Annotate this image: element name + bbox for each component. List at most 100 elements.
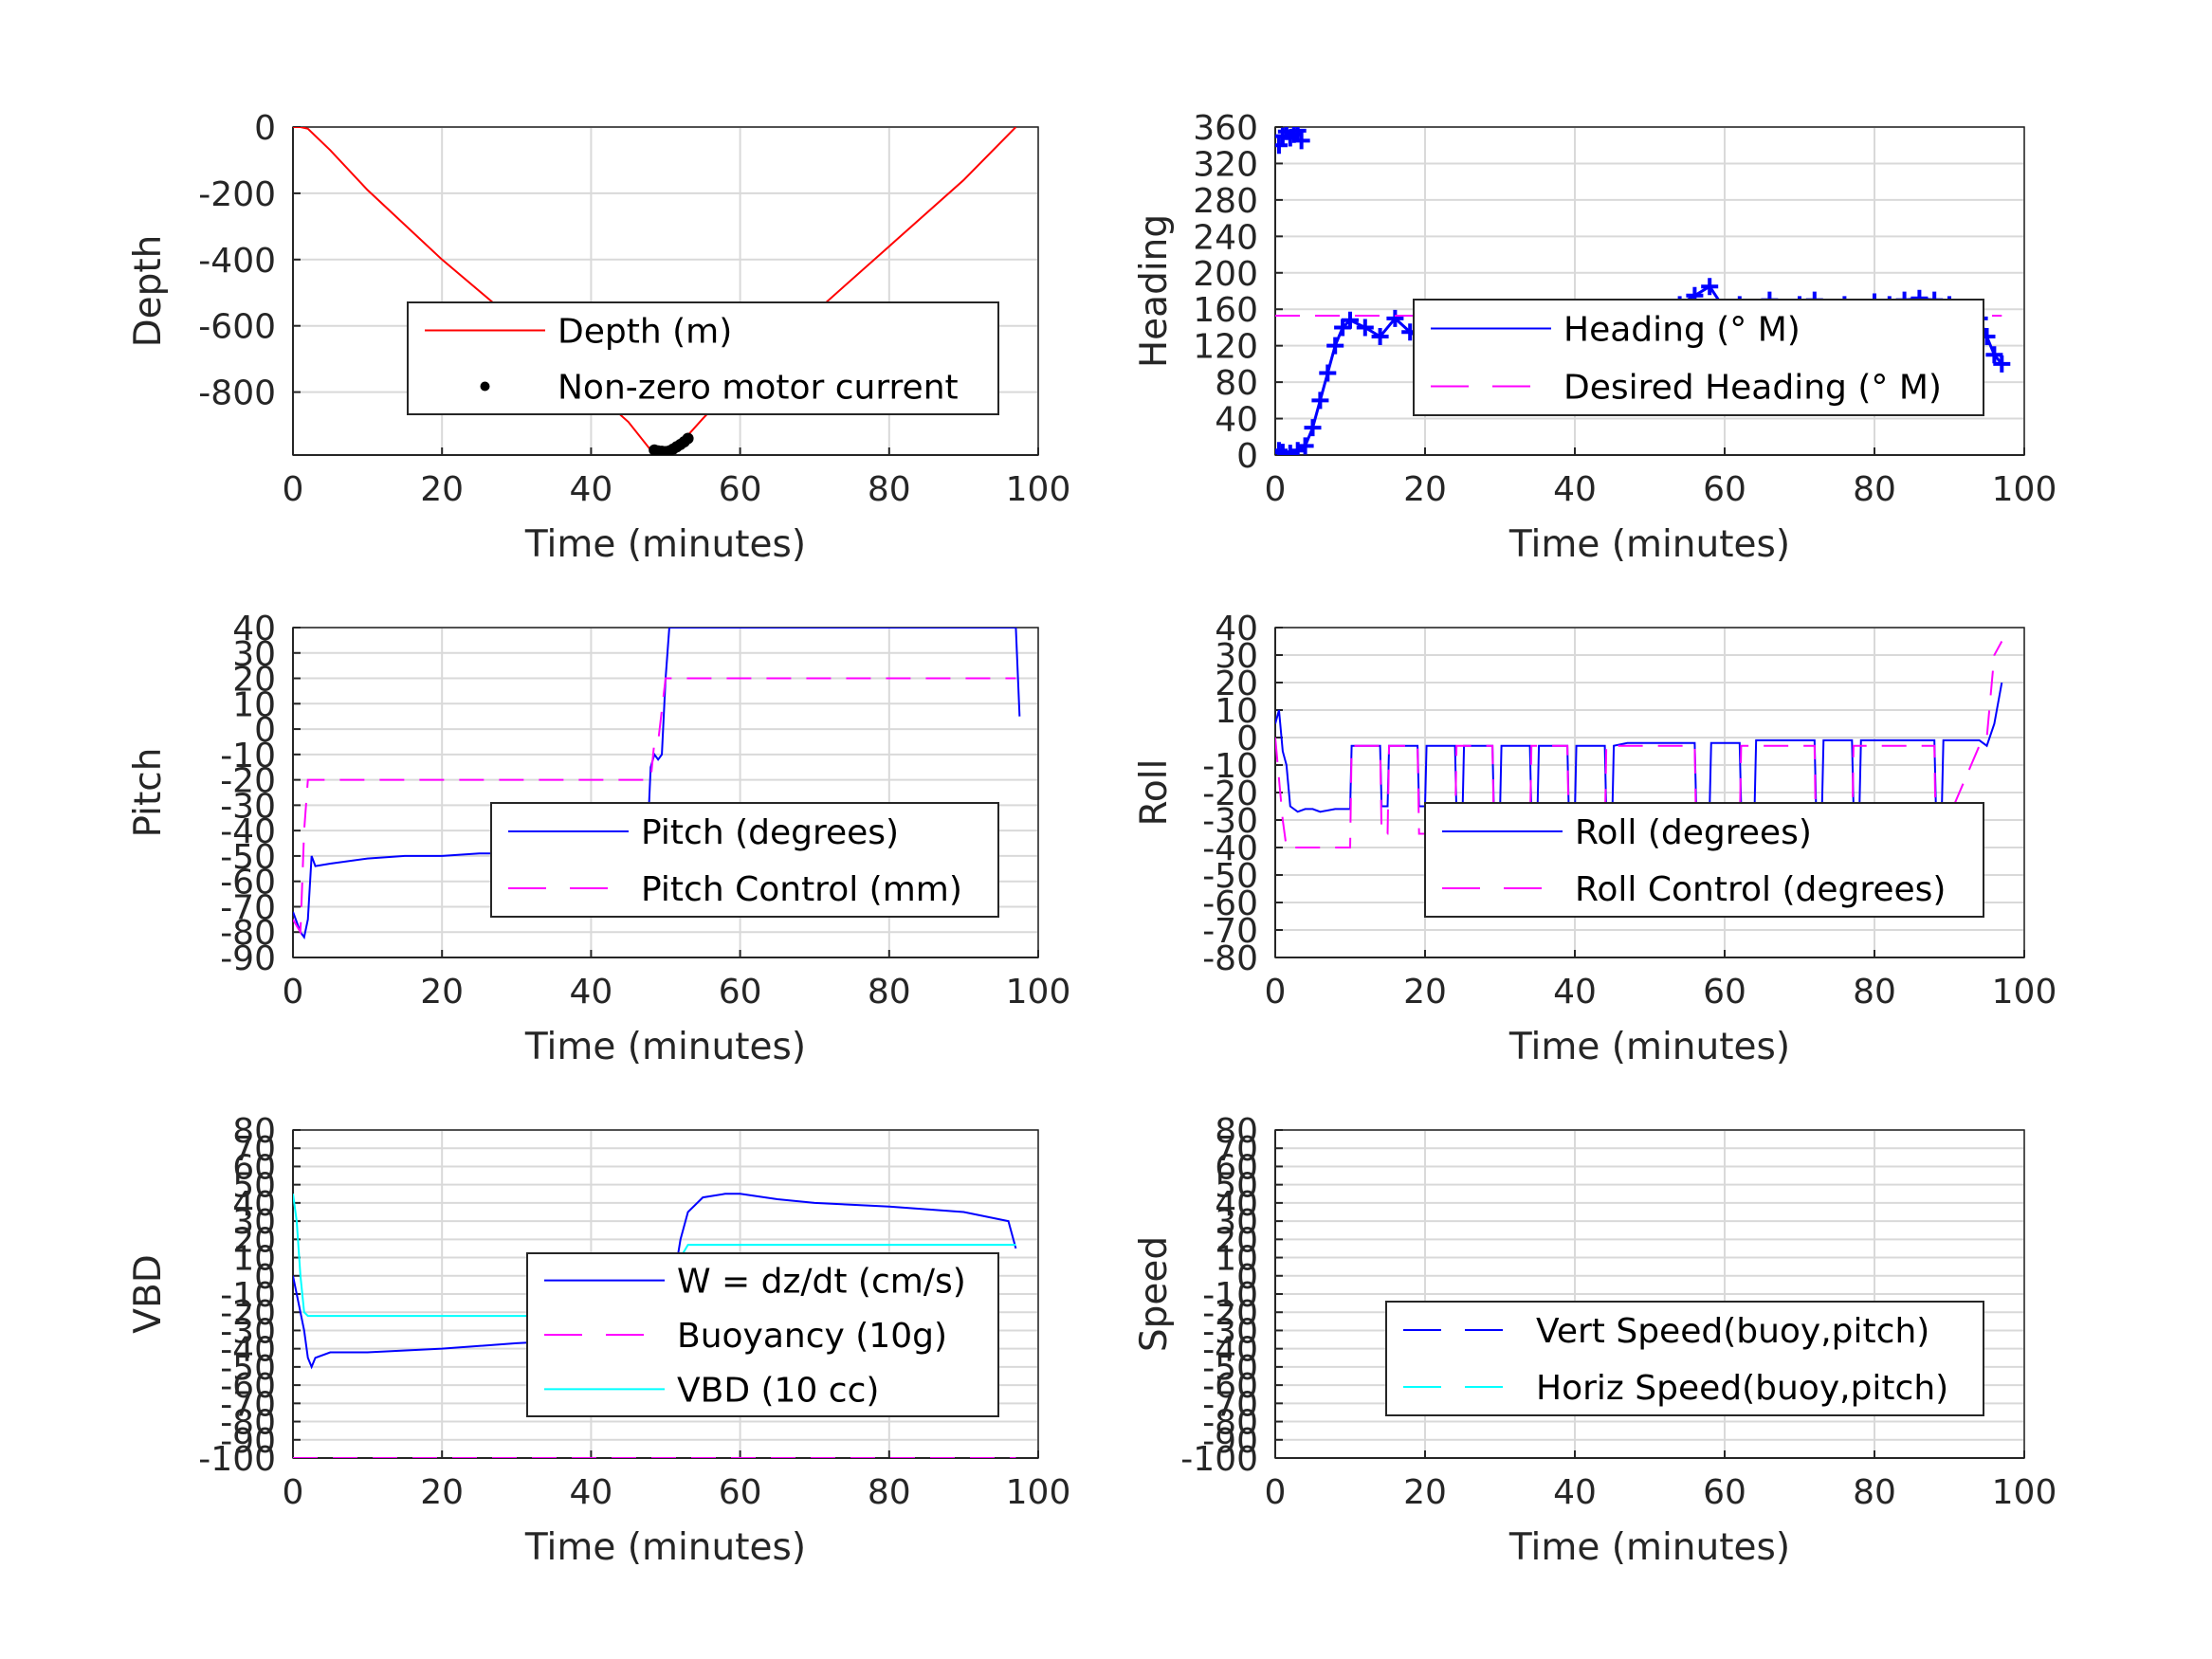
y-tick-label: 30 <box>232 1203 276 1242</box>
y-tick-label: 20 <box>1215 1221 1258 1260</box>
y-tick-label: 80 <box>1215 1112 1258 1151</box>
y-tick-label: 40 <box>232 610 276 648</box>
x-tick-label: 0 <box>1265 470 1287 509</box>
x-tick-label: 100 <box>1992 470 2057 509</box>
y-tick-label: -40 <box>220 1331 276 1370</box>
legend-label: Horiz Speed(buoy,pitch) <box>1536 1369 1948 1408</box>
y-tick-label: -50 <box>220 1349 276 1388</box>
x-tick-label: 20 <box>420 1473 464 1512</box>
data-point <box>1304 419 1322 437</box>
x-tick-label: 100 <box>1006 1473 1071 1512</box>
legend: Pitch (degrees) Pitch Control (mm) <box>490 802 999 918</box>
legend-label: Vert Speed(buoy,pitch) <box>1536 1312 1929 1351</box>
y-tick-label: 0 <box>1236 1258 1258 1297</box>
legend: Vert Speed(buoy,pitch) Horiz Speed(buoy,p… <box>1385 1301 1984 1416</box>
legend-label: Pitch (degrees) <box>641 813 899 852</box>
series-1 <box>649 432 694 455</box>
data-point <box>1701 278 1719 296</box>
legend: Depth (m) Non-zero motor current <box>407 301 999 415</box>
y-tick-label: -30 <box>1202 1312 1258 1351</box>
y-tick-label: 0 <box>254 711 276 750</box>
y-tick-label: -30 <box>220 1312 276 1351</box>
y-tick-label: -40 <box>220 812 276 851</box>
y-tick-label: -50 <box>1202 857 1258 896</box>
x-tick-label: 20 <box>1403 470 1447 509</box>
y-tick-label: 40 <box>1215 610 1258 648</box>
x-tick-label: 80 <box>868 1473 911 1512</box>
x-tick-label: 80 <box>868 470 911 509</box>
legend-box <box>407 301 999 415</box>
y-axis-label: VBD <box>127 1254 170 1333</box>
y-tick-label: 280 <box>1193 182 1258 221</box>
y-tick-label: 240 <box>1193 218 1258 257</box>
x-tick-label: 60 <box>1703 470 1746 509</box>
y-tick-label: -30 <box>220 787 276 826</box>
panel-roll: 0 20 40 60 80 100-80-70-60-50-40-30-20-100102… <box>1133 610 2057 1068</box>
y-tick-label: 80 <box>232 1112 276 1151</box>
y-tick-label: 10 <box>1215 692 1258 731</box>
y-tick-label: -600 <box>198 308 276 347</box>
y-tick-label: 10 <box>232 1240 276 1279</box>
legend-label: VBD (10 cc) <box>677 1371 879 1410</box>
x-tick-label: 80 <box>1853 470 1896 509</box>
y-tick-label: -10 <box>220 737 276 775</box>
y-tick-label: -80 <box>1202 939 1258 978</box>
y-tick-label: -40 <box>1202 830 1258 868</box>
x-tick-label: 100 <box>1006 470 1071 509</box>
data-point <box>1371 328 1389 346</box>
y-tick-label: -70 <box>1202 1385 1258 1424</box>
y-tick-label: 120 <box>1193 328 1258 367</box>
legend-box <box>1424 802 1984 918</box>
legend: Heading (° M) Desired Heading (° M) <box>1413 299 1984 416</box>
y-tick-label: 70 <box>232 1130 276 1169</box>
y-axis-label: Heading <box>1133 214 1176 368</box>
x-tick-label: 60 <box>719 470 762 509</box>
x-tick-label: 40 <box>569 973 612 1012</box>
data-point <box>1356 319 1374 337</box>
data-point <box>1275 137 1288 155</box>
y-tick-label: 20 <box>1215 665 1258 703</box>
legend-box <box>490 802 999 918</box>
legend-box <box>1413 299 1984 416</box>
x-tick-label: 40 <box>569 470 612 509</box>
y-tick-label: -200 <box>198 175 276 214</box>
series-line <box>1275 641 2003 848</box>
panel-pitch: 0 20 40 60 80 100-90-80-70-60-50-40-30-20-100… <box>127 610 1070 1068</box>
legend-marker <box>480 381 490 392</box>
y-tick-label: 10 <box>232 685 276 724</box>
panel-depth: 0 20 40 60 80 100 0 -200 -400 -600 -800 Time (minut… <box>127 109 1070 566</box>
series-1 <box>293 677 1016 936</box>
y-tick-label: 50 <box>232 1167 276 1206</box>
y-tick-label: 200 <box>1193 255 1258 294</box>
y-tick-label: -20 <box>1202 1294 1258 1333</box>
y-axis-label: Roll <box>1133 759 1176 827</box>
x-tick-label: 40 <box>1553 470 1597 509</box>
data-point <box>682 432 694 445</box>
y-axis-label: Depth <box>127 235 170 348</box>
y-tick-label: 60 <box>1215 1148 1258 1187</box>
y-tick-label: -100 <box>198 1440 276 1479</box>
y-tick-label: -20 <box>220 762 276 801</box>
data-point <box>1342 311 1359 329</box>
x-tick-label: 0 <box>1265 973 1287 1012</box>
x-tick-label: 80 <box>1853 1473 1896 1512</box>
y-axis-label: Speed <box>1133 1236 1176 1352</box>
y-tick-label: 320 <box>1193 145 1258 184</box>
x-axis-label: Time (minutes) <box>1508 1026 1790 1068</box>
y-tick-label: 40 <box>1215 1185 1258 1224</box>
y-tick-label: 50 <box>1215 1167 1258 1206</box>
y-tick-label: -60 <box>1202 884 1258 923</box>
y-tick-label: -70 <box>220 888 276 927</box>
series-0 <box>1275 682 2003 816</box>
y-tick-label: -60 <box>220 864 276 902</box>
x-tick-label: 80 <box>1853 973 1896 1012</box>
y-tick-label: -90 <box>220 1422 276 1461</box>
y-tick-label: 30 <box>1215 1203 1258 1242</box>
y-tick-label: -10 <box>220 1276 276 1315</box>
y-tick-label: -60 <box>1202 1367 1258 1406</box>
legend-label: Non-zero motor current <box>558 369 959 408</box>
x-tick-label: 60 <box>719 1473 762 1512</box>
y-tick-label: -40 <box>1202 1331 1258 1370</box>
x-tick-label: 100 <box>1006 973 1071 1012</box>
